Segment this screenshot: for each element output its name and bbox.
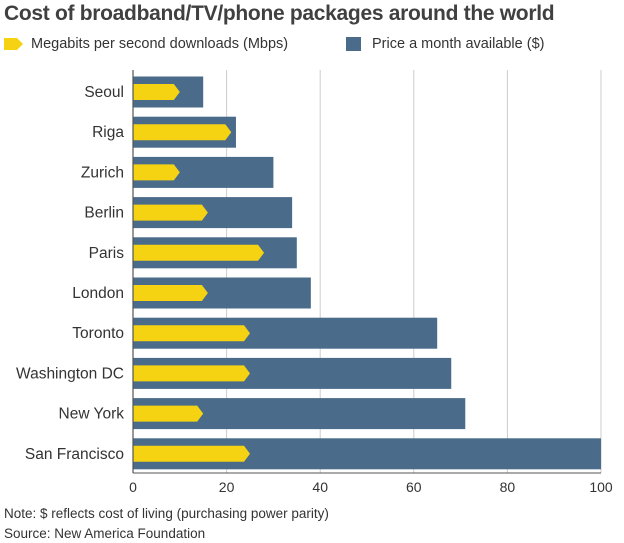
category-label: Paris [89,245,125,262]
mbps-bar [133,164,180,181]
x-tick-label: 60 [406,479,422,495]
mbps-bar [133,124,232,141]
x-tick-label: 40 [312,479,328,495]
category-label: Washington DC [16,365,124,382]
legend-mbps-label: Megabits per second downloads (Mbps) [31,36,289,52]
category-label: San Francisco [25,446,124,463]
category-label: Zurich [81,164,124,181]
blue-square-icon [346,37,361,51]
category-label: Riga [92,124,124,141]
category-label: Seoul [84,84,124,101]
note-text: Note: $ reflects cost of living (purchas… [4,506,329,521]
category-label: New York [59,406,125,423]
x-tick-label: 100 [589,479,613,495]
source-text: Source: New America Foundation [4,526,206,541]
category-label: Berlin [84,205,124,222]
mbps-bar [133,204,208,221]
x-tick-label: 80 [500,479,516,495]
mbps-bar [133,405,204,422]
x-tick-label: 0 [129,479,137,495]
x-tick-label: 20 [219,479,235,495]
legend-item-mbps: Megabits per second downloads (Mbps) [4,36,288,52]
legend: Megabits per second downloads (Mbps) Pri… [0,36,624,58]
mbps-bar [133,244,265,261]
category-label: London [72,285,124,302]
mbps-bar [133,285,208,301]
mbps-bar [133,84,180,100]
chart-title: Cost of broadband/TV/phone packages arou… [4,2,555,25]
mbps-bar [133,445,250,462]
mbps-bar [133,365,250,382]
legend-item-price: Price a month available ($) [345,36,544,52]
yellow-arrow-icon [4,38,23,50]
mbps-bar [133,325,250,342]
legend-price-label: Price a month available ($) [372,36,545,52]
category-label: Toronto [72,325,124,342]
